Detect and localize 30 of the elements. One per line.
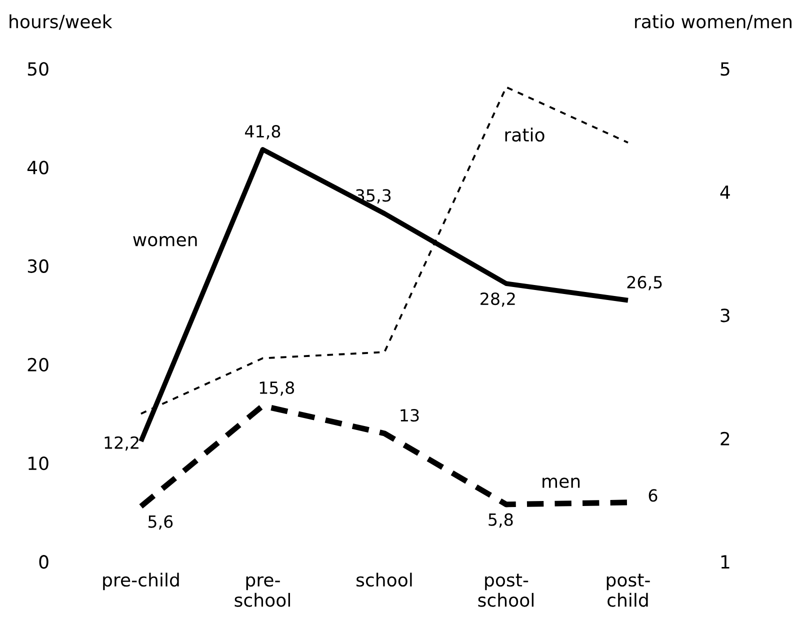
data-label: 13	[400, 408, 419, 422]
data-label: 5,8	[488, 513, 513, 528]
series-label: women	[133, 236, 197, 246]
y-tick-label: 10	[28, 456, 48, 470]
x-tick-label: pre- school	[234, 576, 290, 607]
y-tick-label: 30	[28, 259, 48, 273]
y-tick-label: 50	[28, 62, 48, 76]
data-label: 26,5	[627, 276, 662, 290]
x-tick-label: post- school	[478, 574, 534, 607]
y2-axis-title: ratio women/men	[635, 14, 792, 30]
y-tick-label: 20	[28, 358, 48, 372]
data-label: 41,8	[244, 125, 280, 140]
y2-tick-label: 3	[720, 308, 730, 322]
y-axis-title: hours/week	[10, 14, 112, 30]
data-label: 5,6	[148, 515, 173, 530]
y-tick-label: 0	[39, 555, 48, 569]
data-label: 6	[648, 489, 658, 502]
data-label: 12,2	[104, 436, 138, 451]
y-tick-label: 40	[27, 160, 48, 174]
y2-tick-label: 1	[721, 555, 730, 568]
y2-tick-label: 2	[720, 432, 730, 446]
series-label: ratio	[505, 128, 544, 142]
series-label: men	[542, 478, 580, 488]
x-tick-label: post- child	[606, 574, 650, 607]
data-label: 15,8	[260, 381, 294, 396]
x-tick-label: pre-child	[103, 572, 179, 590]
x-tick-label: school	[356, 572, 412, 587]
y2-tick-label: 5	[720, 62, 730, 76]
data-label: 28,2	[480, 292, 515, 307]
y2-tick-label: 4	[720, 186, 730, 199]
